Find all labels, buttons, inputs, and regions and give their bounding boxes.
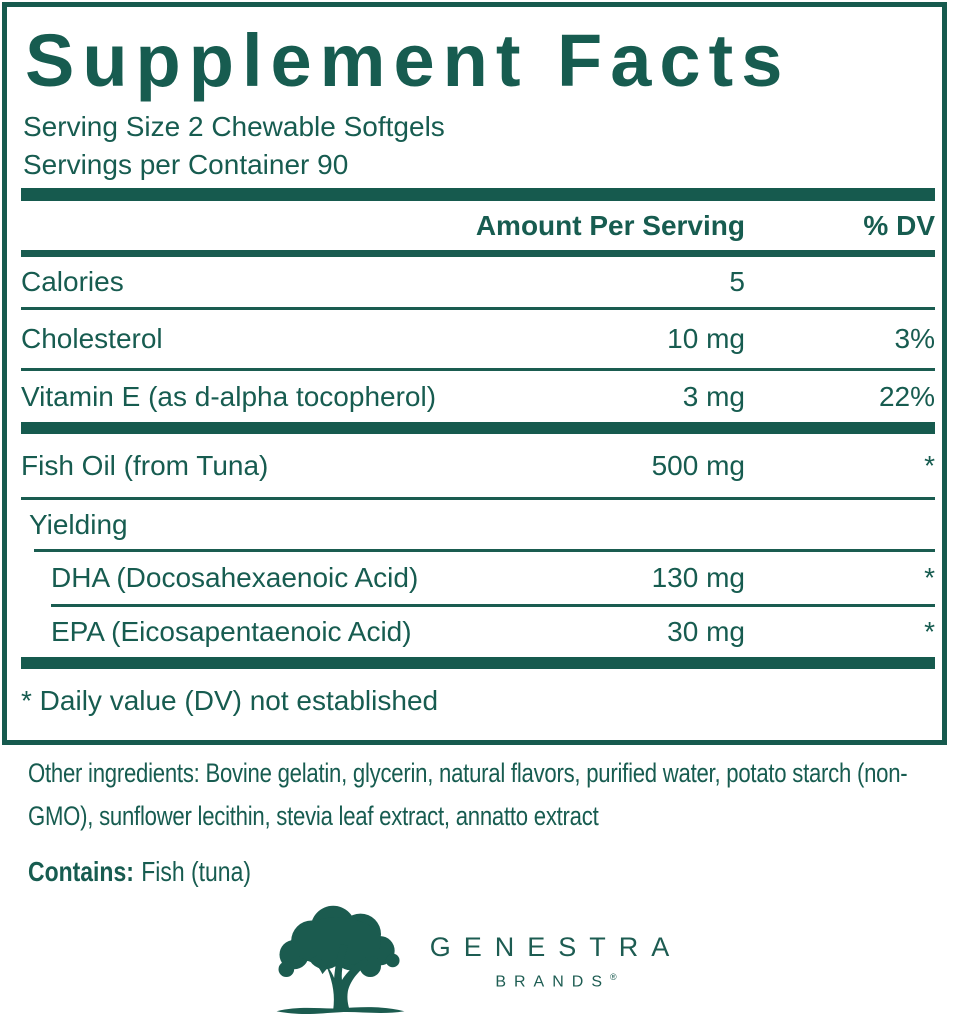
registered-mark: ® [610,972,617,982]
table-row-epa: EPA (Eicosapentaenoic Acid) 30 mg * [21,607,935,657]
separator-bar [21,657,935,669]
contains-value: Fish (tuna) [141,856,251,887]
brand-text: GENESTRA BRANDS® [430,932,683,991]
nutrient-amount: 30 mg [667,616,745,647]
nutrient-amount: 500 mg [651,449,745,481]
daily-value-footnote: * Daily value (DV) not established [21,685,439,716]
table-row-vitamin-e: Vitamin E (as d-alpha tocopherol) 3 mg 2… [21,371,935,422]
divider [51,604,935,607]
divider [21,497,935,500]
nutrient-name: Cholesterol [21,323,163,354]
divider [21,307,935,310]
table-row-cholesterol: Cholesterol 10 mg 3% [21,310,935,368]
table-header: Amount Per Serving % DV [21,201,935,250]
nutrient-name: Vitamin E (as d-alpha tocopherol) [21,380,437,412]
nutrient-amount: 130 mg [651,562,745,593]
divider [21,368,935,371]
table-row-fish-oil: Fish Oil (from Tuna) 500 mg * [21,434,935,497]
ingredients-section: Other ingredients: Bovine gelatin, glyce… [28,752,954,890]
nutrient-dv: * [924,562,935,593]
other-ingredients-text: Other ingredients: Bovine gelatin, glyce… [28,758,908,831]
brand-sub-label: BRANDS [495,973,611,991]
servings-per-container: Servings per Container 90 [23,149,349,180]
divider [34,549,935,552]
header-dv-label: % DV [863,209,935,241]
nutrient-name: DHA (Docosahexaenoic Acid) [51,562,419,593]
brand-subname: BRANDS® [495,972,616,991]
brand-name: GENESTRA [429,932,683,962]
brand-logo: GENESTRA BRANDS® [0,898,948,1020]
nutrient-amount: 3 mg [682,380,745,412]
nutrient-name: EPA (Eicosapentaenoic Acid) [51,616,412,647]
nutrient-dv: 22% [878,380,935,412]
table-row-dha: DHA (Docosahexaenoic Acid) 130 mg * [21,552,935,604]
page-title: Supplement Facts [25,19,791,102]
table-row-yielding: Yielding [21,500,935,549]
nutrient-name: Yielding [29,508,128,540]
nutrient-amount: 5 [729,266,745,297]
serving-size: Serving Size 2 Chewable Softgels [23,111,445,142]
header-amount-label: Amount Per Serving [475,209,745,241]
nutrient-name: Fish Oil (from Tuna) [21,449,269,481]
separator-bar [21,188,935,201]
nutrient-dv: * [924,616,935,647]
tree-icon [276,905,405,1014]
nutrient-name: Calories [21,266,124,297]
nutrient-dv: * [924,449,935,481]
nutrient-amount: 10 mg [667,323,745,354]
nutrient-dv: 3% [894,323,935,354]
supplement-facts-box: Supplement Facts Serving Size 2 Chewable… [2,2,947,745]
contains-statement: Contains: Fish (tuna) [28,854,954,890]
divider [21,250,935,257]
separator-bar [21,422,935,434]
contains-label: Contains: [28,856,134,887]
table-row-calories: Calories 5 [21,257,935,307]
